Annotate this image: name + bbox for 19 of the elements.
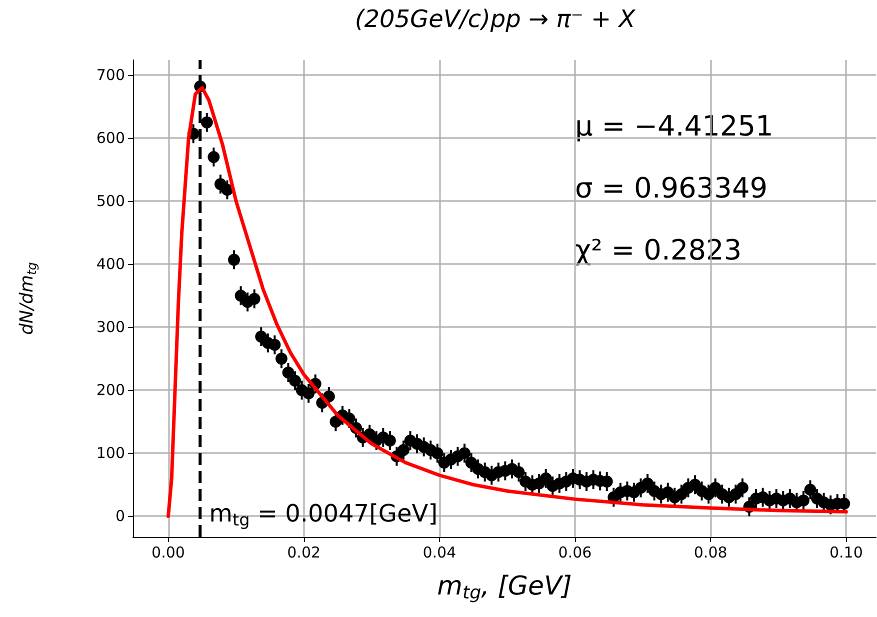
annotation: σ = 0.963349 [575,172,768,204]
x-tick-label: 0.08 [694,544,728,562]
x-tick-label: 0.10 [829,544,863,562]
x-tick-label: 0.00 [152,544,185,562]
y-axis-title: dN/dmtg [16,262,39,335]
x-tick-label: 0.06 [558,544,592,562]
chart-title: (205GeV/c)pp → π⁻ + X [354,5,636,33]
y-tick-label: 500 [96,192,125,210]
y-tick-label: 600 [96,129,125,148]
y-tick-label: 400 [96,255,125,274]
annotation: μ = −4.41251 [575,110,774,142]
annotation: χ² = 0.2823 [575,234,742,266]
y-tick-label: 0 [115,507,125,526]
x-tick-label: 0.02 [287,544,321,562]
y-tick-label: 200 [96,381,125,400]
y-tick-label: 700 [96,66,125,84]
y-tick-label: 300 [96,318,125,336]
y-tick-label: 100 [96,444,125,462]
x-tick-label: 0.04 [422,544,456,562]
